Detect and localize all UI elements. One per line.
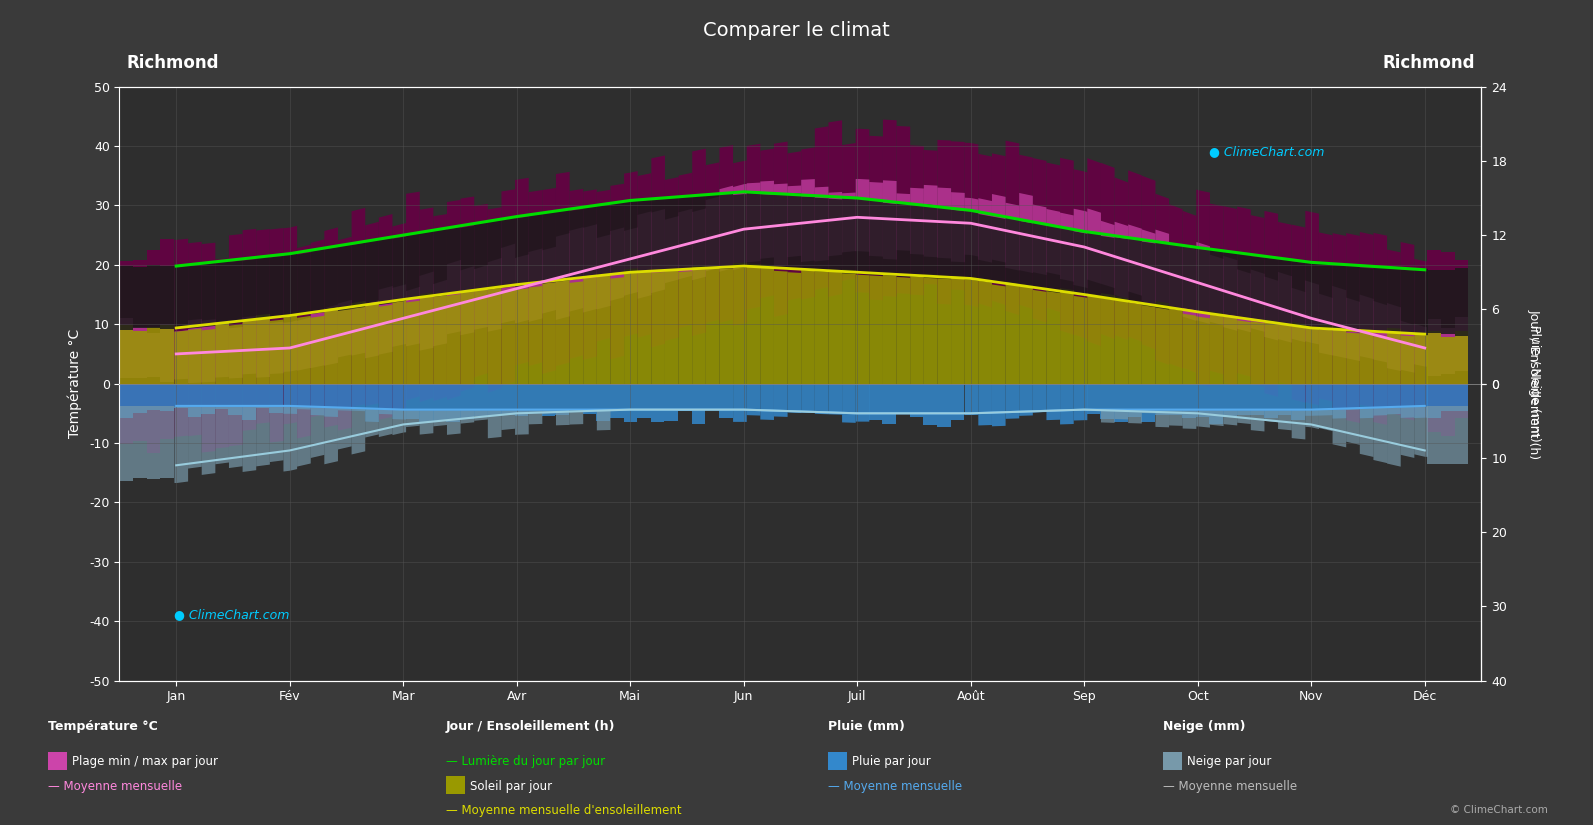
Text: Pluie (mm): Pluie (mm) bbox=[828, 720, 905, 733]
Text: — Lumière du jour par jour: — Lumière du jour par jour bbox=[446, 755, 605, 768]
Text: ● ClimeChart.com: ● ClimeChart.com bbox=[174, 608, 290, 621]
Text: Plage min / max par jour: Plage min / max par jour bbox=[72, 755, 218, 768]
Text: — Moyenne mensuelle: — Moyenne mensuelle bbox=[828, 780, 962, 793]
Text: Neige (mm): Neige (mm) bbox=[1163, 720, 1246, 733]
Text: Comparer le climat: Comparer le climat bbox=[703, 21, 890, 40]
Y-axis label: Jour / Ensoleillement (h): Jour / Ensoleillement (h) bbox=[1528, 309, 1540, 459]
Text: © ClimeChart.com: © ClimeChart.com bbox=[1450, 805, 1547, 815]
Text: ● ClimeChart.com: ● ClimeChart.com bbox=[1209, 145, 1324, 158]
Text: Richmond: Richmond bbox=[1383, 54, 1475, 72]
Text: Soleil par jour: Soleil par jour bbox=[470, 780, 553, 793]
Text: — Moyenne mensuelle: — Moyenne mensuelle bbox=[1163, 780, 1297, 793]
Text: Jour / Ensoleillement (h): Jour / Ensoleillement (h) bbox=[446, 720, 615, 733]
Y-axis label: Pluie / Neige (mm): Pluie / Neige (mm) bbox=[1528, 325, 1540, 442]
Text: Pluie par jour: Pluie par jour bbox=[852, 755, 930, 768]
Y-axis label: Température °C: Température °C bbox=[68, 329, 83, 438]
Text: — Moyenne mensuelle d'ensoleillement: — Moyenne mensuelle d'ensoleillement bbox=[446, 804, 682, 817]
Text: Température °C: Température °C bbox=[48, 720, 158, 733]
Text: Richmond: Richmond bbox=[126, 54, 218, 72]
Text: — Moyenne mensuelle: — Moyenne mensuelle bbox=[48, 780, 182, 793]
Text: Neige par jour: Neige par jour bbox=[1187, 755, 1271, 768]
